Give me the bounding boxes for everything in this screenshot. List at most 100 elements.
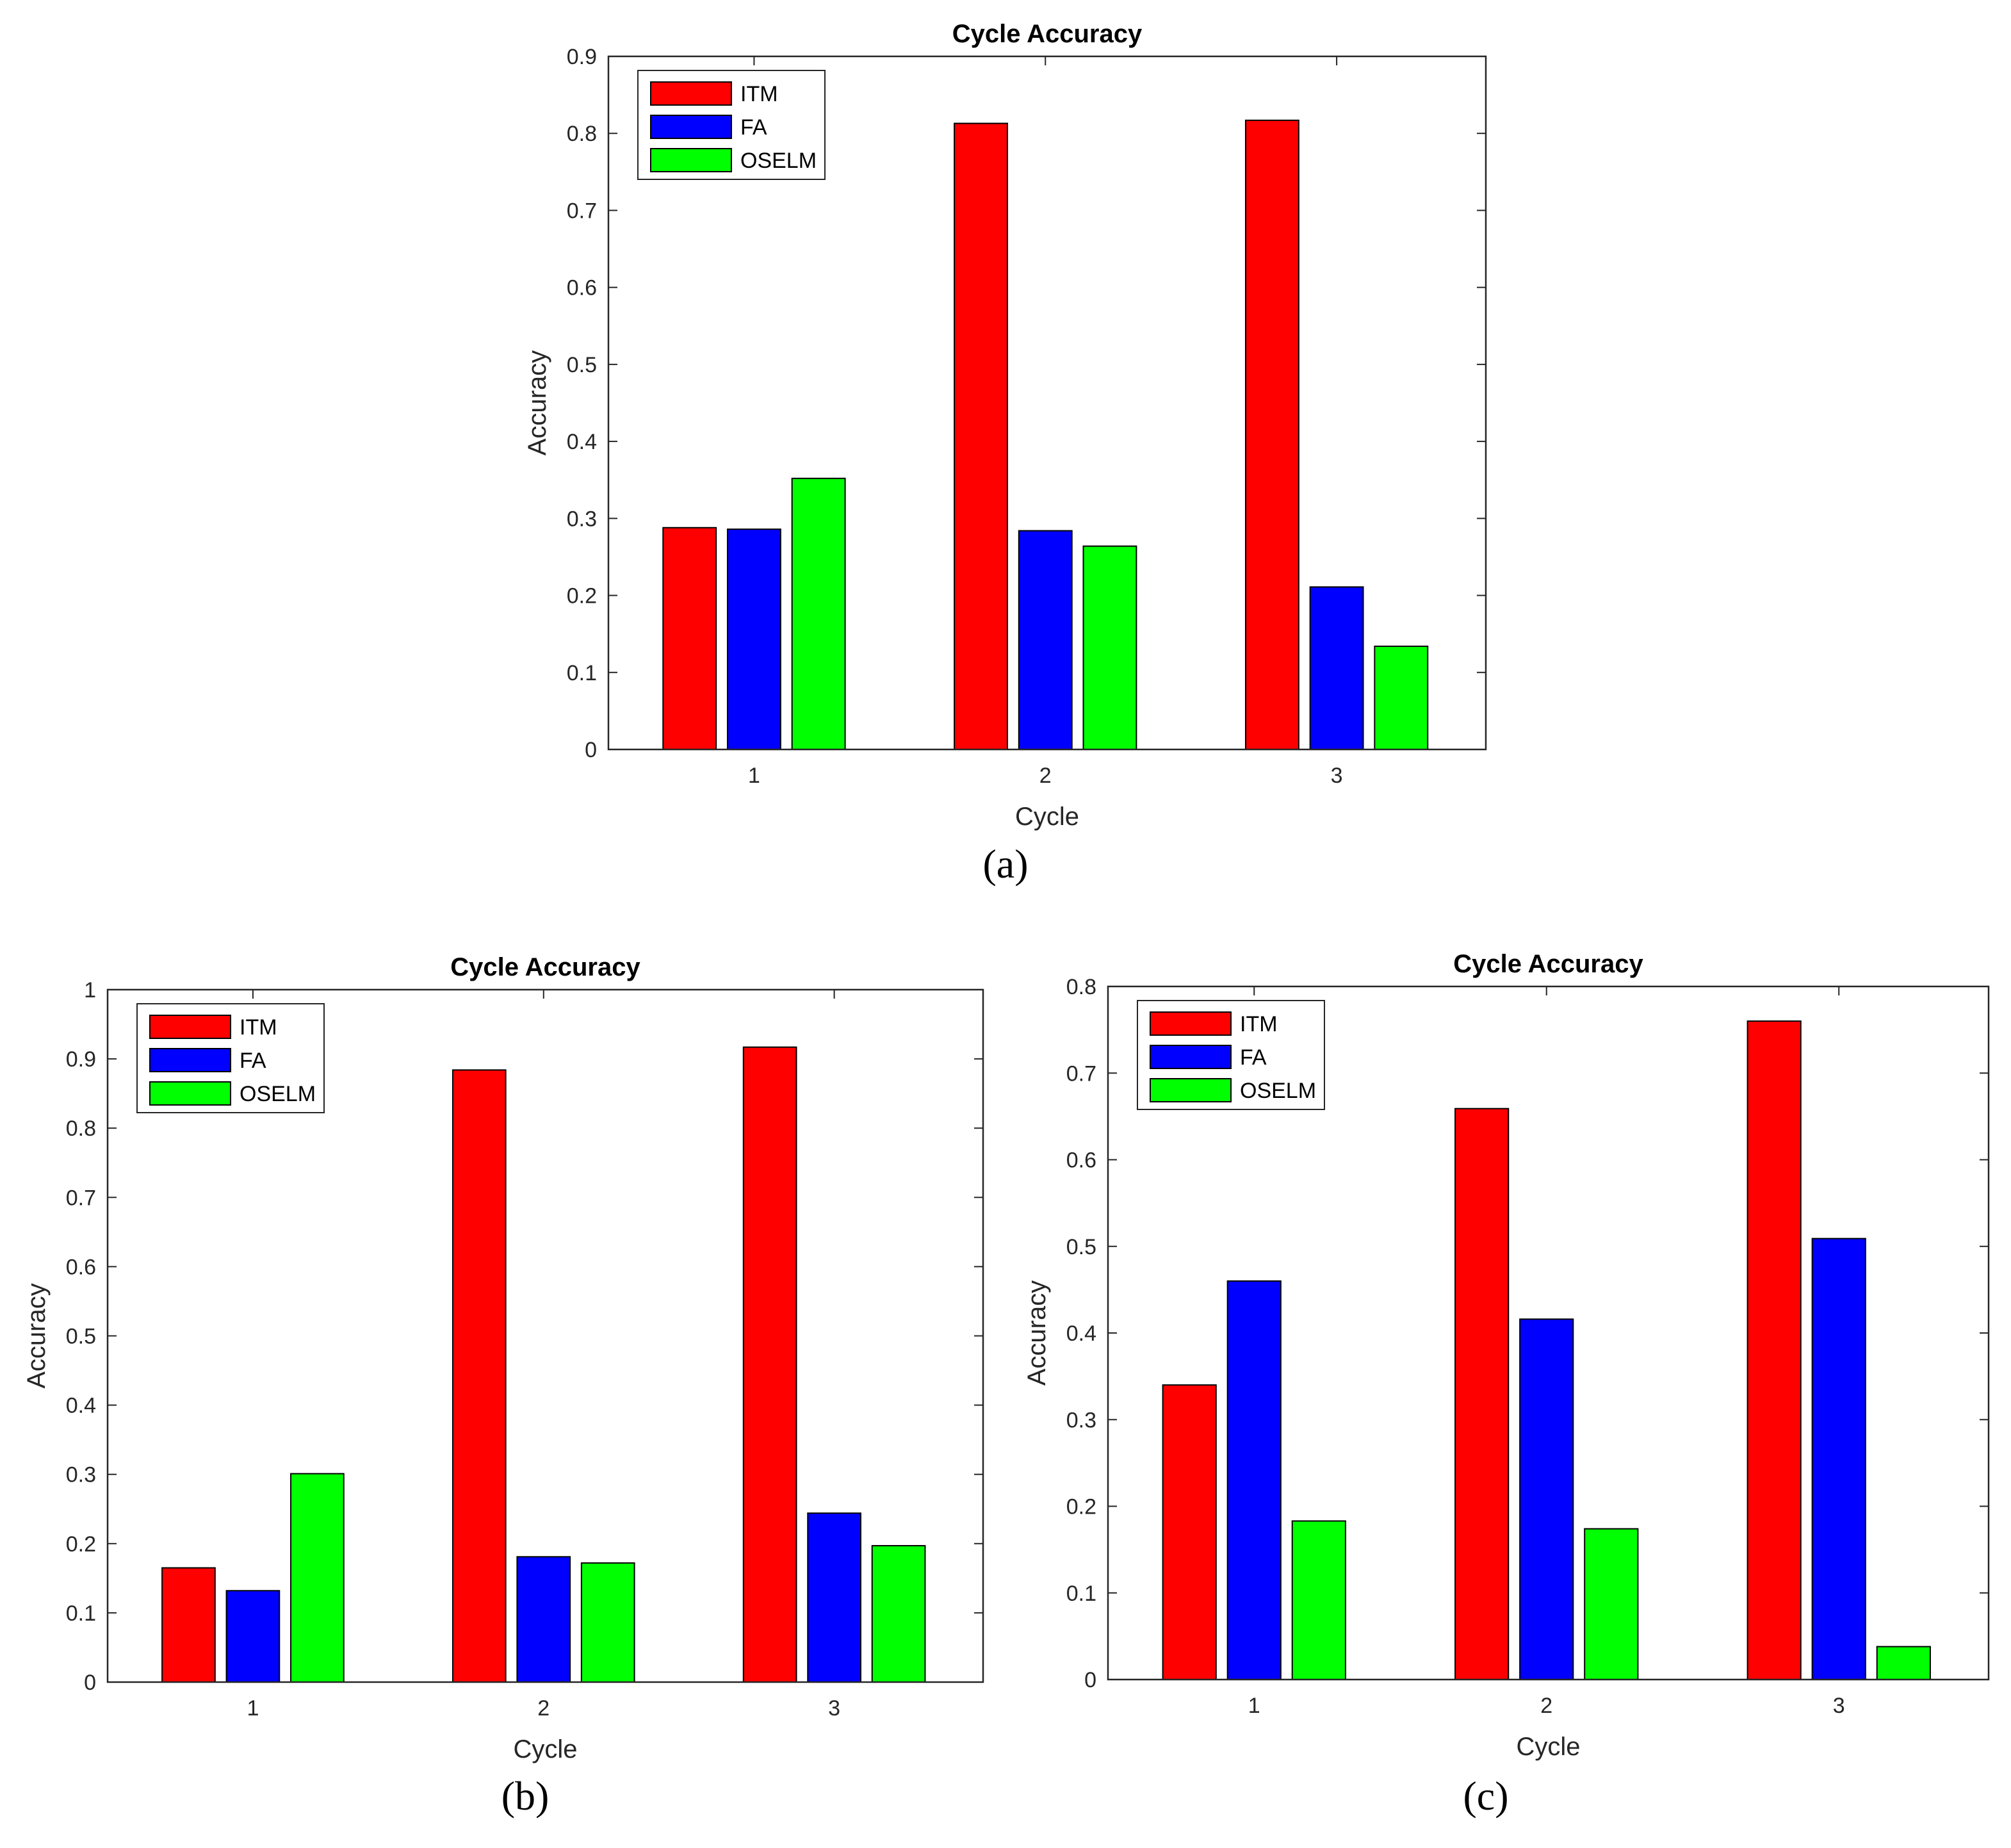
legend-swatch-itm: [149, 1015, 231, 1039]
y-tick-label: 0.5: [567, 353, 597, 377]
y-tick-label: 0.2: [567, 584, 597, 609]
y-tick-label: 0.7: [1066, 1061, 1096, 1086]
bar-oselm: [791, 477, 846, 750]
x-axis-label: Cycle: [1015, 803, 1079, 831]
y-tick-label: 0.7: [567, 199, 597, 223]
legend-label-fa: FA: [240, 1049, 266, 1073]
bar-oselm: [290, 1473, 345, 1683]
bar-oselm: [1291, 1520, 1346, 1680]
bar-fa: [1811, 1238, 1866, 1680]
legend-swatch-fa: [149, 1048, 231, 1072]
y-tick-label: 0.3: [1066, 1408, 1096, 1432]
y-tick-label: 0.2: [66, 1532, 96, 1557]
bar-fa: [1226, 1280, 1282, 1680]
bar-itm: [742, 1046, 797, 1683]
y-axis-label: Accuracy: [523, 350, 551, 456]
y-tick-label: 0.1: [1066, 1582, 1096, 1606]
legend-label-fa: FA: [1240, 1045, 1267, 1070]
bar-oselm: [1584, 1528, 1639, 1681]
bar-itm: [1454, 1108, 1510, 1680]
legend-swatch-fa: [1150, 1045, 1232, 1069]
legend-label-oselm: OSELM: [740, 149, 817, 173]
x-tick-label: 3: [828, 1696, 840, 1721]
bar-oselm: [1082, 545, 1137, 750]
y-tick-label: 0.1: [567, 661, 597, 685]
legend-label-oselm: OSELM: [240, 1082, 316, 1106]
bar-fa: [1519, 1318, 1574, 1681]
legend-label-itm: ITM: [740, 82, 778, 106]
y-tick-label: 0.3: [66, 1463, 96, 1487]
legend-label-itm: ITM: [1240, 1012, 1278, 1036]
y-tick-label: 0.4: [567, 430, 597, 454]
y-tick-label: 0.8: [1066, 975, 1096, 999]
x-axis-label: Cycle: [513, 1735, 577, 1763]
y-tick-label: 0.5: [1066, 1235, 1096, 1259]
legend-swatch-oselm: [1150, 1078, 1232, 1102]
axes-frame: [106, 988, 984, 1683]
bar-fa: [1309, 586, 1364, 750]
y-tick-label: 0.6: [567, 276, 597, 300]
y-tick-label: 0.6: [66, 1255, 96, 1279]
legend-label-itm: ITM: [240, 1015, 277, 1040]
y-tick-label: 0.2: [1066, 1495, 1096, 1519]
subfigure-caption: (b): [501, 1773, 550, 1819]
bar-fa: [225, 1590, 281, 1683]
chart-a: 0 0.1 0.2 0.3 0.4 0.5 0.6 0.7 0.8 0.9 1 2 3 Cycle Acc…: [523, 20, 1487, 887]
x-tick-label: 2: [1039, 764, 1052, 788]
chart-b: 0 0.1 0.2 0.3 0.4 0.5 0.6 0.7 0.8 0.9 1 1 2 3 Cycle Ac…: [22, 953, 984, 1819]
legend-swatch-oselm: [650, 148, 732, 172]
y-tick-label: 0.3: [567, 507, 597, 531]
y-tick-label: 0: [1084, 1668, 1096, 1692]
y-tick-label: 0.1: [66, 1601, 96, 1626]
axes-frame: [607, 55, 1487, 751]
y-tick-label: 0.5: [66, 1325, 96, 1349]
y-tick-label: 0.8: [567, 122, 597, 146]
y-tick-label: 1: [84, 978, 96, 1002]
chart-title: Cycle Accuracy: [1453, 950, 1643, 978]
legend-swatch-oselm: [149, 1081, 231, 1106]
bar-itm: [452, 1069, 507, 1683]
x-tick-label: 1: [247, 1696, 259, 1721]
chart-title: Cycle Accuracy: [952, 20, 1143, 48]
subfigure-caption: (c): [1463, 1773, 1508, 1819]
bar-itm: [662, 527, 717, 750]
x-tick-label: 1: [1248, 1694, 1260, 1718]
y-tick-label: 0.7: [66, 1186, 96, 1210]
legend-swatch-itm: [1150, 1011, 1232, 1036]
x-axis-label: Cycle: [1516, 1733, 1580, 1761]
bar-fa: [726, 528, 781, 750]
subfigure-caption: (a): [982, 841, 1028, 887]
y-axis-label: Accuracy: [22, 1283, 51, 1389]
y-tick-label: 0.6: [1066, 1149, 1096, 1173]
y-tick-label: 0.4: [66, 1394, 96, 1418]
y-axis-label: Accuracy: [1023, 1280, 1051, 1386]
bar-itm: [1162, 1384, 1217, 1680]
y-tick-label: 0.9: [567, 45, 597, 69]
x-tick-label: 2: [537, 1696, 550, 1721]
bar-fa: [516, 1556, 571, 1683]
bar-itm: [954, 122, 1009, 751]
bar-fa: [807, 1512, 861, 1683]
x-tick-label: 1: [748, 764, 760, 788]
y-tick-label: 0: [585, 738, 597, 762]
bar-oselm: [1876, 1646, 1931, 1680]
bar-oselm: [871, 1545, 926, 1683]
x-tick-label: 3: [1833, 1694, 1845, 1718]
bar-itm: [161, 1567, 216, 1683]
bar-itm: [1244, 119, 1299, 751]
bar-itm: [1746, 1020, 1802, 1680]
legend-swatch-fa: [650, 115, 732, 139]
axes-frame: [1107, 985, 1990, 1681]
chart-title: Cycle Accuracy: [450, 953, 640, 981]
chart-c: 0 0.1 0.2 0.3 0.4 0.5 0.6 0.7 0.8 1 2 3 Cycle Accura…: [1023, 950, 1990, 1819]
bar-oselm: [1374, 645, 1429, 750]
y-tick-label: 0.4: [1066, 1321, 1096, 1346]
y-tick-label: 0.8: [66, 1116, 96, 1141]
x-tick-label: 2: [1540, 1694, 1552, 1718]
legend-label-fa: FA: [740, 115, 767, 140]
x-tick-label: 3: [1331, 764, 1343, 788]
y-tick-label: 0: [84, 1671, 96, 1695]
bar-fa: [1018, 530, 1073, 751]
legend-label-oselm: OSELM: [1240, 1079, 1316, 1103]
